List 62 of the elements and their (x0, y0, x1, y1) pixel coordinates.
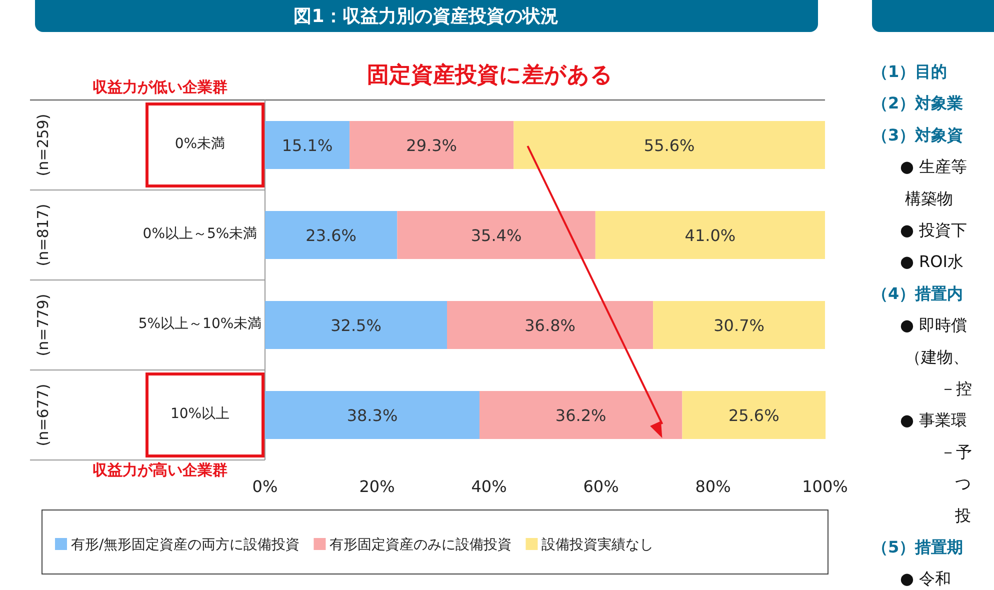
x-tick-label: 100% (802, 477, 848, 496)
text: （4）措置内 (872, 284, 964, 303)
text: (n=677) (34, 384, 52, 446)
bar (479, 391, 682, 439)
bar (265, 391, 480, 439)
data-label: 38.3% (346, 406, 398, 425)
bar (447, 301, 654, 349)
data-label: 23.6% (306, 226, 356, 245)
text: （3）対象資 (872, 125, 964, 144)
x-tick-label: 60% (583, 477, 619, 496)
text: 構築物 (905, 188, 953, 208)
data-label: 30.7% (714, 316, 764, 335)
text: ● ROI水 (900, 252, 964, 272)
x-tick-label: 0% (252, 477, 278, 496)
bar (397, 211, 596, 259)
data-label: 25.6% (728, 406, 780, 425)
data-label: 32.5% (330, 316, 382, 335)
chart-title: 図1：収益力別の資産投資の状況 (294, 6, 558, 27)
text: 収益力が高い企業群 (92, 461, 228, 479)
x-tick-label: 80% (695, 477, 731, 496)
bar (265, 301, 447, 349)
y-tick-label: 5%以上～10%未満 (138, 316, 262, 332)
data-label: 35.4% (470, 226, 522, 245)
text: つ (955, 474, 971, 494)
bar (595, 211, 825, 259)
data-label: 55.6% (644, 136, 695, 155)
legend-label: 設備投資実績なし (542, 537, 654, 553)
legend-label: 有形/無形固定資産の両方に設備投資 (71, 537, 300, 553)
text: －控 (940, 379, 972, 398)
text: ● 投資下 (900, 220, 968, 240)
x-tick-label: 20% (359, 477, 395, 496)
data-label: 41.0% (684, 226, 736, 245)
bar (514, 121, 825, 169)
chart-subtitle: 固定資産投資に差がある (367, 62, 613, 88)
text: ● 令和 (900, 569, 952, 588)
text: 投 (954, 506, 971, 525)
data-label: 36.8% (524, 316, 576, 335)
text: (n=817) (34, 204, 52, 266)
data-label: 29.3% (406, 136, 458, 155)
bar (265, 211, 398, 259)
text: (n=259) (34, 114, 52, 176)
text: （2）対象業 (872, 94, 964, 113)
text: 収益力が低い企業群 (92, 78, 228, 96)
legend-label: 有形固定資産のみに設備投資 (330, 537, 512, 553)
text: ● 事業環 (900, 410, 968, 430)
bar (653, 301, 825, 349)
data-label: 15.1% (282, 136, 333, 155)
text: （建物、 (905, 347, 969, 366)
text: （1）目的 (872, 62, 948, 81)
y-tick-label: 0%以上～5%未満 (142, 226, 258, 242)
bar (682, 391, 826, 439)
y-tick-label: 10%以上 (170, 406, 230, 422)
text: (n=779) (34, 294, 52, 356)
data-label: 36.2% (555, 406, 606, 425)
text: ● 生産等 (900, 157, 968, 176)
text: －予 (940, 442, 972, 462)
y-tick-label: 0%未満 (174, 136, 226, 152)
bar (350, 121, 514, 169)
bar (265, 121, 350, 169)
x-tick-label: 40% (471, 477, 507, 496)
text: ● 即時償 (900, 316, 968, 335)
text: （5）措置期 (872, 538, 964, 556)
